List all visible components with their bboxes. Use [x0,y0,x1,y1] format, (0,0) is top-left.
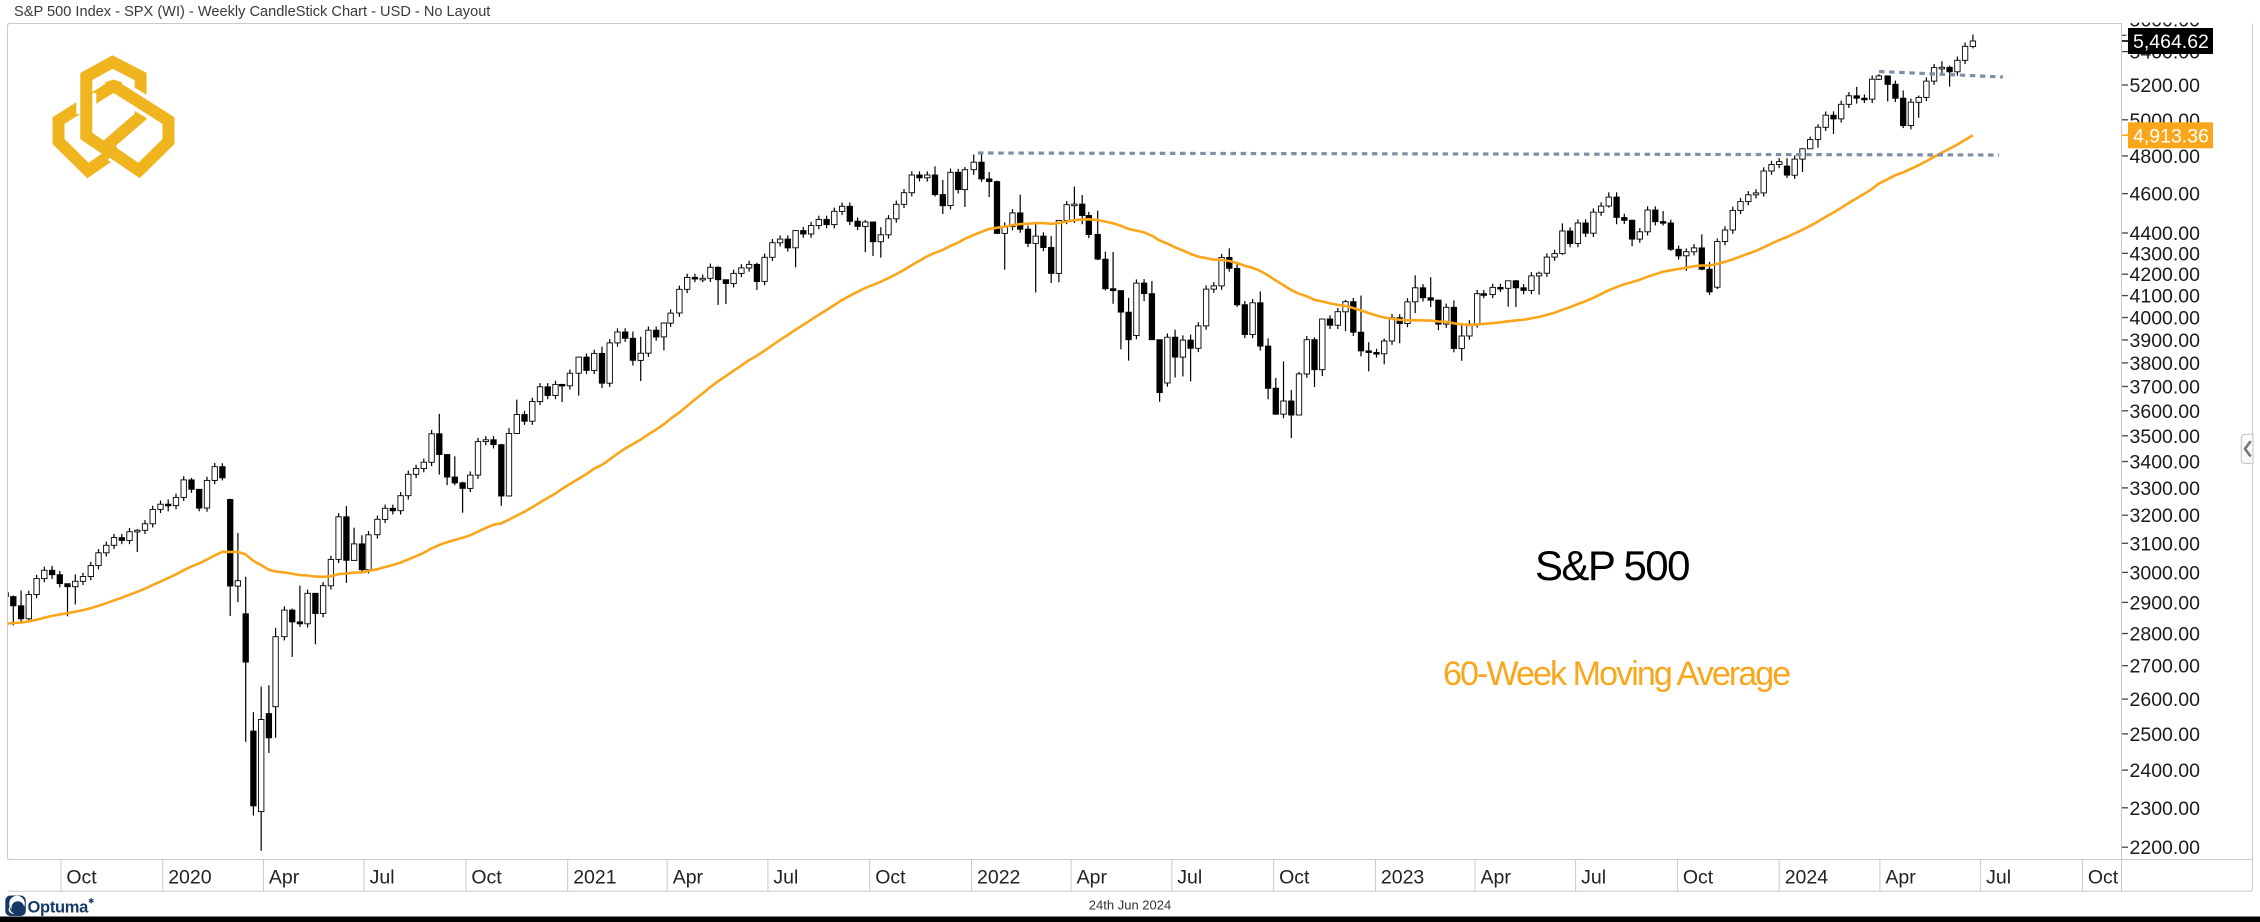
svg-text:Apr: Apr [1885,867,1916,889]
svg-text:3200.00: 3200.00 [2130,505,2201,527]
svg-text:4400.00: 4400.00 [2130,223,2201,245]
svg-text:Oct: Oct [875,867,906,889]
svg-text:3500.00: 3500.00 [2130,426,2201,448]
svg-text:Jul: Jul [773,867,798,889]
svg-text:2400.00: 2400.00 [2130,760,2201,782]
svg-text:✱: ✱ [88,897,95,906]
svg-text:Optuma: Optuma [28,899,90,917]
svg-text:Apr: Apr [1077,867,1108,889]
svg-text:2020: 2020 [168,867,212,889]
svg-text:Jul: Jul [370,867,395,889]
svg-text:Oct: Oct [66,867,97,889]
svg-text:S&P 500 Index - SPX (WI) - Wee: S&P 500 Index - SPX (WI) - Weekly Candle… [14,4,490,20]
svg-text:Oct: Oct [2088,867,2119,889]
svg-text:3400.00: 3400.00 [2130,452,2201,474]
svg-text:2900.00: 2900.00 [2130,592,2201,614]
svg-text:4300.00: 4300.00 [2130,243,2201,265]
svg-text:3800.00: 3800.00 [2130,353,2201,375]
svg-text:Jul: Jul [1581,867,1606,889]
svg-text:2500.00: 2500.00 [2130,724,2201,746]
svg-text:2024: 2024 [1785,867,1829,889]
svg-text:2021: 2021 [573,867,616,889]
svg-text:2023: 2023 [1381,867,1424,889]
svg-text:3600.00: 3600.00 [2130,401,2201,423]
svg-text:2700.00: 2700.00 [2130,656,2201,678]
svg-text:2300.00: 2300.00 [2130,798,2201,820]
svg-text:Jul: Jul [1986,867,2011,889]
svg-text:Jul: Jul [1177,867,1202,889]
svg-text:Oct: Oct [471,867,502,889]
svg-text:2022: 2022 [977,867,1020,889]
svg-text:4100.00: 4100.00 [2130,286,2201,308]
svg-text:4200.00: 4200.00 [2130,264,2201,286]
svg-text:2800.00: 2800.00 [2130,624,2201,646]
svg-text:3700.00: 3700.00 [2130,377,2201,399]
svg-text:3300.00: 3300.00 [2130,478,2201,500]
svg-text:4000.00: 4000.00 [2130,308,2201,330]
svg-text:60-Week Moving Average: 60-Week Moving Average [1443,655,1790,693]
svg-text:Oct: Oct [1683,867,1714,889]
svg-text:24th Jun 2024: 24th Jun 2024 [1089,898,1171,913]
svg-text:Apr: Apr [673,867,704,889]
svg-text:4600.00: 4600.00 [2130,184,2201,206]
svg-text:3900.00: 3900.00 [2130,330,2201,352]
svg-text:5200.00: 5200.00 [2130,75,2201,97]
svg-text:3000.00: 3000.00 [2130,562,2201,584]
svg-text:Apr: Apr [269,867,300,889]
svg-text:5,464.62: 5,464.62 [2133,31,2209,53]
svg-text:Oct: Oct [1279,867,1310,889]
svg-text:3100.00: 3100.00 [2130,533,2201,555]
svg-text:2200.00: 2200.00 [2130,837,2201,859]
svg-text:2600.00: 2600.00 [2130,689,2201,711]
svg-text:4,913.36: 4,913.36 [2133,125,2209,147]
svg-text:S&P 500: S&P 500 [1535,542,1689,589]
svg-text:Apr: Apr [1481,867,1512,889]
svg-text:4800.00: 4800.00 [2130,146,2201,168]
